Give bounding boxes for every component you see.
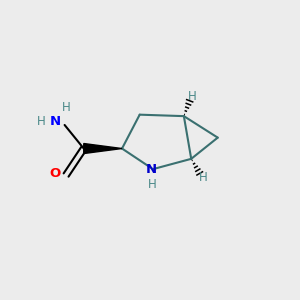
Text: N: N — [50, 115, 61, 128]
Text: O: O — [49, 167, 61, 180]
Text: H: H — [188, 90, 197, 103]
Text: H: H — [148, 178, 157, 191]
Text: H: H — [62, 101, 70, 114]
Polygon shape — [84, 143, 122, 154]
Text: H: H — [37, 115, 46, 128]
Text: H: H — [199, 171, 208, 184]
Text: N: N — [146, 163, 157, 176]
